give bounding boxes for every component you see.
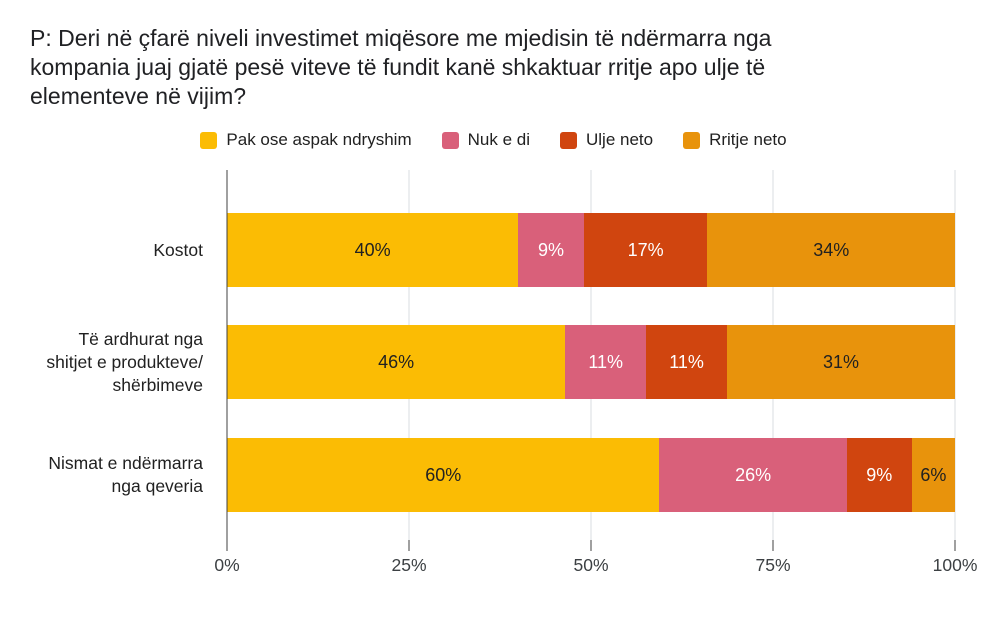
category-label-line: shitjet e produkteve/ <box>46 351 203 372</box>
category-label-line: nga qeveria <box>111 476 203 496</box>
bar-segment: 11% <box>646 325 727 399</box>
bar-segment: 31% <box>727 325 955 399</box>
x-tick-label: 25% <box>391 555 427 575</box>
bar-segment: 6% <box>911 438 955 512</box>
data-label: 11% <box>669 351 704 372</box>
data-label: 31% <box>822 351 859 372</box>
chart-title-line: kompania juaj gjatë pesë viteve të fundi… <box>30 54 766 80</box>
bar-segment: 34% <box>707 213 955 287</box>
bar-segment: 9% <box>518 213 584 287</box>
data-label: 60% <box>425 464 462 485</box>
chart-legend: Pak ose aspak ndryshim Nuk e di Ulje neto R… <box>0 127 987 153</box>
legend-item: Pak ose aspak ndryshim <box>200 130 412 150</box>
data-label: 6% <box>920 464 947 485</box>
legend-label: Nuk e di <box>467 130 530 149</box>
category-label-line: Të ardhurat nga <box>78 328 203 349</box>
bar-segment: 60% <box>227 438 660 512</box>
gridline <box>954 170 956 540</box>
chart-page: P: Deri në çfarë niveli investimet miqës… <box>0 24 987 585</box>
chart-title-line: elementeve në vijim? <box>30 83 247 109</box>
data-label: 9% <box>866 464 893 485</box>
category-label: Të ardhurat nga shitjet e produkteve/shër… <box>0 325 203 399</box>
axis-tick <box>408 540 410 551</box>
x-tick-label: 0% <box>214 555 240 575</box>
bar-row: 46% 11% 11% 31% <box>227 325 955 399</box>
bar-row: 40% 9% 17% 34% <box>227 213 955 287</box>
legend-swatch <box>441 131 459 149</box>
data-label: 9% <box>537 239 564 260</box>
chart-plot-area: 40% 9% 17% 34% 46% 11% 11% 31% 60% 26% 9% 6% Kostot… <box>0 170 987 551</box>
data-label: 11% <box>588 351 624 372</box>
bar-segment: 46% <box>227 325 566 399</box>
category-label-line: shërbimeve <box>112 374 203 395</box>
data-label: 46% <box>378 351 415 372</box>
x-tick-label: 50% <box>573 555 609 575</box>
axis-tick <box>226 540 228 551</box>
axis-tick <box>772 540 774 551</box>
legend-label: Pak ose aspak ndryshim <box>226 130 412 149</box>
legend-label: Ulje neto <box>585 130 654 149</box>
category-label-line: Nismat e ndërmarra <box>48 453 203 473</box>
category-label-line: Kostot <box>153 239 203 260</box>
bar-segment: 40% <box>227 213 519 287</box>
axis-line <box>226 170 228 540</box>
legend-swatch <box>683 131 701 149</box>
bar-segment: 17% <box>583 213 708 287</box>
legend-item: Rritje neto <box>683 130 787 150</box>
axis-tick <box>590 540 592 551</box>
data-label: 26% <box>735 464 772 485</box>
data-label: 34% <box>813 239 850 260</box>
bar-segment: 26% <box>659 438 847 512</box>
legend-item: Nuk e di <box>441 130 530 150</box>
bar-row: 60% 26% 9% 6% <box>227 438 955 512</box>
legend-label: Rritje neto <box>709 130 787 149</box>
x-axis: 0% 25% 50% 75% 100% <box>214 540 977 585</box>
category-label: Nismat e ndërmarra nga qeveria <box>0 438 203 512</box>
plot: 40% 9% 17% 34% 46% 11% 11% 31% 60% 26% 9% 6% <box>226 170 956 551</box>
chart-title: P: Deri në çfarë niveli investimet miqës… <box>30 24 959 111</box>
legend-swatch <box>559 131 577 149</box>
x-tick-label: 75% <box>755 555 791 575</box>
chart-title-line: P: Deri në çfarë niveli investimet miqës… <box>30 25 772 51</box>
category-label: Kostot <box>0 213 203 287</box>
data-label: 17% <box>627 239 664 260</box>
legend-item: Ulje neto <box>559 130 654 150</box>
legend-swatch <box>200 131 218 149</box>
x-tick-label: 100% <box>932 555 978 575</box>
bar-segment: 9% <box>846 438 912 512</box>
data-label: 40% <box>354 239 391 260</box>
axis-tick <box>954 540 956 551</box>
bar-segment: 11% <box>565 325 647 399</box>
